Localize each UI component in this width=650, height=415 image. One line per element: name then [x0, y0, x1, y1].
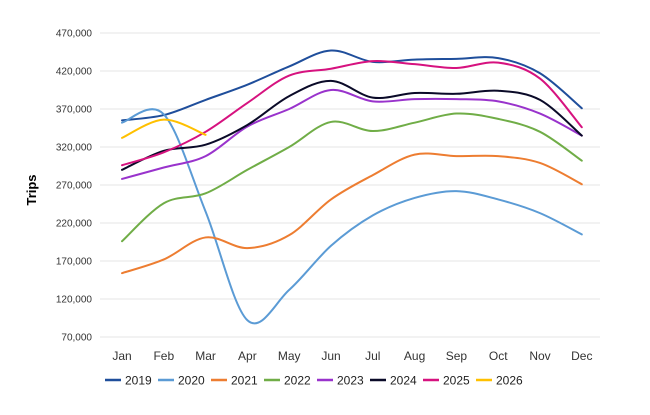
legend-label: 2022: [284, 374, 311, 388]
x-tick-label: Jan: [112, 349, 131, 363]
legend-label: 2020: [178, 374, 205, 388]
x-tick-label: Jun: [321, 349, 340, 363]
y-tick-label: 220,000: [56, 219, 93, 230]
legend-label: 2026: [496, 374, 523, 388]
series-line-2024: [121, 79, 583, 171]
series-line-2019: [121, 49, 583, 122]
legend-item-2023: 2023: [317, 374, 364, 388]
y-axis: 70,000 120,000 170,000 220,000 270,000 320,00…: [56, 29, 93, 344]
x-tick-label: May: [278, 349, 301, 363]
y-tick-label: 420,000: [56, 67, 93, 78]
series-line-2022: [121, 112, 583, 243]
x-tick-label: Feb: [153, 349, 174, 363]
x-tick-label: Mar: [195, 349, 216, 363]
y-tick-label: 70,000: [61, 333, 92, 344]
x-tick-label: Nov: [529, 349, 550, 363]
legend-item-2020: 2020: [158, 374, 205, 388]
legend-item-2024: 2024: [370, 374, 417, 388]
x-axis: Jan Feb Mar Apr May Jun Jul Aug Sep Oct Nov Dec: [112, 349, 592, 363]
series-line-2023: [121, 88, 583, 180]
y-tick-label: 120,000: [56, 295, 93, 306]
series-line-2020: [121, 108, 583, 325]
y-tick-label: 320,000: [56, 143, 93, 154]
series-line-2025: [121, 59, 583, 167]
series-lines: [121, 49, 583, 325]
x-tick-label: Aug: [404, 349, 425, 363]
x-tick-label: Apr: [238, 349, 257, 363]
legend-label: 2024: [390, 374, 417, 388]
legend-label: 2021: [231, 374, 258, 388]
legend-item-2019: 2019: [105, 374, 152, 388]
legend: 2019 2020 2021 2022 2023 2024 2025 2026: [105, 374, 523, 388]
x-tick-label: Oct: [489, 349, 508, 363]
y-axis-label: Trips: [24, 174, 39, 205]
x-tick-label: Jul: [365, 349, 380, 363]
gridlines: [100, 32, 600, 338]
series-line-2026: [121, 118, 207, 139]
legend-label: 2019: [125, 374, 152, 388]
legend-label: 2023: [337, 374, 364, 388]
legend-item-2026: 2026: [476, 374, 523, 388]
y-tick-label: 270,000: [56, 181, 93, 192]
x-tick-label: Sep: [446, 349, 468, 363]
x-tick-label: Dec: [571, 349, 592, 363]
legend-item-2025: 2025: [423, 374, 470, 388]
y-tick-label: 370,000: [56, 105, 93, 116]
y-tick-label: 470,000: [56, 29, 93, 40]
y-tick-label: 170,000: [56, 257, 93, 268]
legend-item-2021: 2021: [211, 374, 258, 388]
legend-label: 2025: [443, 374, 470, 388]
legend-item-2022: 2022: [264, 374, 311, 388]
series-line-2021: [121, 152, 583, 275]
